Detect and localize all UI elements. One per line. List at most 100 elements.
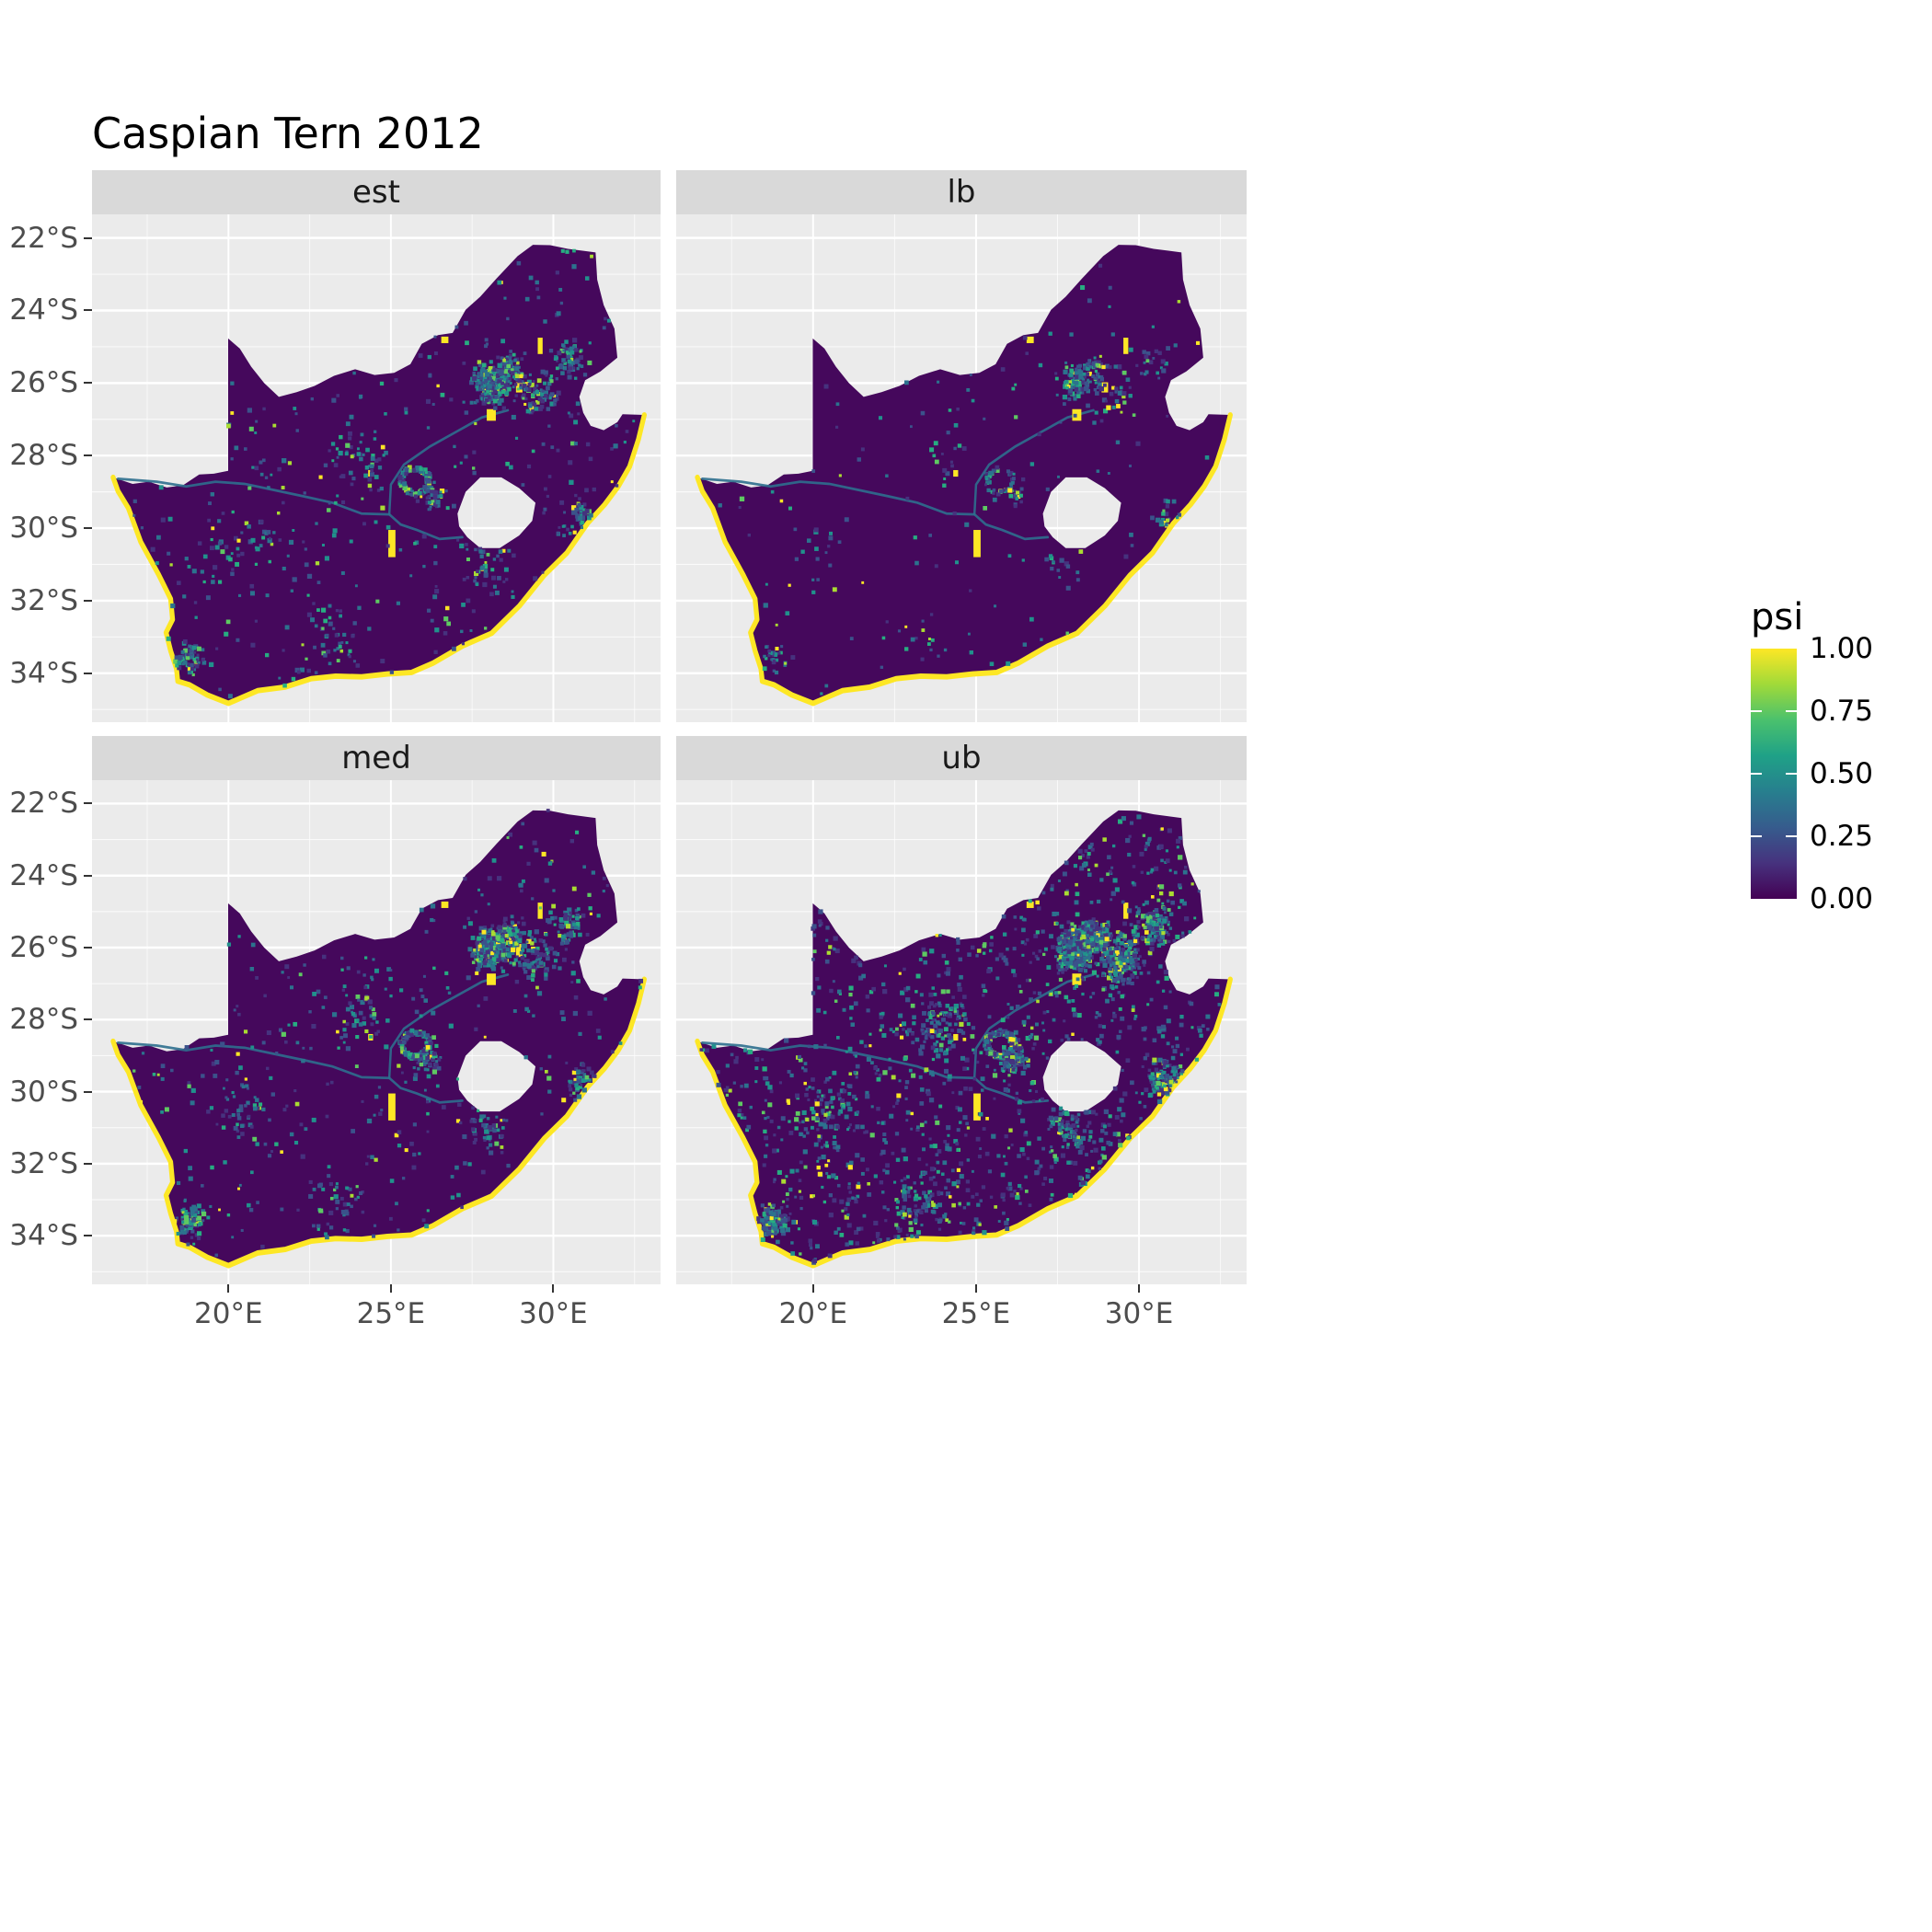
y-axis-tick [84, 1235, 92, 1237]
river-cells [117, 1041, 391, 1080]
river-cells [387, 408, 510, 516]
y-axis-tick [84, 599, 92, 602]
coastline-high-psi [695, 976, 1233, 1269]
high-psi-patch [953, 1033, 959, 1041]
raster-cells [699, 814, 1222, 1265]
y-axis-tick [84, 309, 92, 312]
high-psi-patch [487, 408, 496, 421]
legend-break-tick [1751, 835, 1762, 837]
high-psi-patch [515, 947, 523, 958]
y-axis-tick [84, 236, 92, 239]
y-axis-label: 22°S [9, 787, 78, 821]
high-psi-patch [388, 530, 396, 558]
high-psi-patch [1123, 338, 1129, 354]
high-psi-patch [953, 469, 959, 477]
y-axis-label: 28°S [9, 439, 78, 473]
coastline-high-psi [695, 412, 1233, 707]
y-axis-label: 22°S [9, 221, 78, 255]
legend-value-label: 0.50 [1810, 757, 1874, 790]
y-axis-tick [84, 672, 92, 674]
facet-strip-ub: ub [676, 736, 1247, 780]
legend-value-label: 0.75 [1810, 695, 1874, 728]
high-psi-patch [537, 903, 543, 919]
x-axis-tick [552, 1284, 555, 1293]
facet-strip-lb: lb [676, 170, 1247, 214]
x-axis-label: 20°E [194, 1297, 263, 1330]
river-cells [387, 973, 510, 1080]
facet-panel-med [92, 780, 661, 1284]
y-axis-tick [84, 1162, 92, 1165]
facet-label-lb: lb [947, 174, 976, 211]
y-axis-tick [84, 874, 92, 877]
y-axis-label: 32°S [9, 583, 78, 617]
map-ub [676, 780, 1247, 1284]
x-axis-tick [227, 1284, 230, 1293]
x-axis-label: 30°E [1104, 1297, 1174, 1330]
y-axis-label: 34°S [9, 1219, 78, 1253]
legend-value-label: 0.25 [1810, 820, 1874, 853]
facet-panel-ub [676, 780, 1247, 1284]
river-cells [387, 512, 464, 541]
legend-break-tick [1786, 835, 1797, 837]
x-axis-label: 25°E [356, 1297, 426, 1330]
legend-break-tick [1751, 773, 1762, 775]
map-lb [676, 214, 1247, 722]
river-cells [117, 477, 391, 516]
legend-break-tick [1786, 710, 1797, 712]
facet-strip-med: med [92, 736, 661, 780]
y-axis-label: 26°S [9, 931, 78, 964]
x-axis-tick [1138, 1284, 1141, 1293]
raster-cells [132, 248, 636, 699]
legend-value-label: 1.00 [1810, 632, 1874, 665]
y-axis-label: 28°S [9, 1003, 78, 1037]
high-psi-patch [973, 1093, 981, 1121]
country-raster-base [112, 245, 645, 704]
x-axis-tick [811, 1284, 814, 1293]
legend-break-tick [1786, 773, 1797, 775]
high-psi-patch [537, 338, 543, 354]
high-psi-patch [1101, 382, 1109, 393]
plot-title: Caspian Tern 2012 [92, 109, 484, 158]
country-raster-base [697, 245, 1231, 704]
y-axis-tick [84, 382, 92, 385]
legend-value-label: 0.00 [1810, 882, 1874, 915]
country-raster-base [112, 810, 645, 1266]
y-axis-label: 24°S [9, 293, 78, 328]
y-axis-tick [84, 1018, 92, 1021]
river-cells [387, 1076, 464, 1104]
river-cells [972, 512, 1050, 541]
x-axis-label: 25°E [941, 1297, 1011, 1330]
y-axis-label: 26°S [9, 366, 78, 400]
y-axis-label: 34°S [9, 656, 78, 690]
high-psi-patch [1026, 336, 1034, 343]
high-psi-patch [441, 901, 449, 908]
facet-label-est: est [352, 174, 400, 211]
facet-panel-est [92, 214, 661, 722]
x-axis-tick [389, 1284, 392, 1293]
y-axis-tick [84, 527, 92, 530]
y-axis-label: 24°S [9, 858, 78, 892]
high-psi-patch [1026, 901, 1034, 908]
raster-cells [132, 809, 644, 1258]
map-est [92, 214, 661, 722]
high-psi-patch [1123, 903, 1129, 919]
high-psi-patch [441, 336, 449, 343]
y-axis-tick [84, 802, 92, 805]
legend-title: psi [1751, 596, 1804, 638]
x-axis-tick [974, 1284, 977, 1293]
y-axis-tick [84, 947, 92, 949]
high-psi-patch [388, 1093, 396, 1121]
facet-panel-lb [676, 214, 1247, 722]
y-axis-label: 32°S [9, 1146, 78, 1180]
facet-label-ub: ub [941, 740, 982, 776]
raster-cells [718, 263, 1210, 696]
river-cells [972, 408, 1095, 516]
river-cells [972, 973, 1095, 1080]
map-med [92, 780, 661, 1284]
y-axis-label: 30°S [9, 1075, 78, 1109]
high-psi-patch [487, 973, 496, 985]
high-psi-patch [973, 530, 981, 558]
y-axis-tick [84, 454, 92, 457]
y-axis-tick [84, 1090, 92, 1093]
